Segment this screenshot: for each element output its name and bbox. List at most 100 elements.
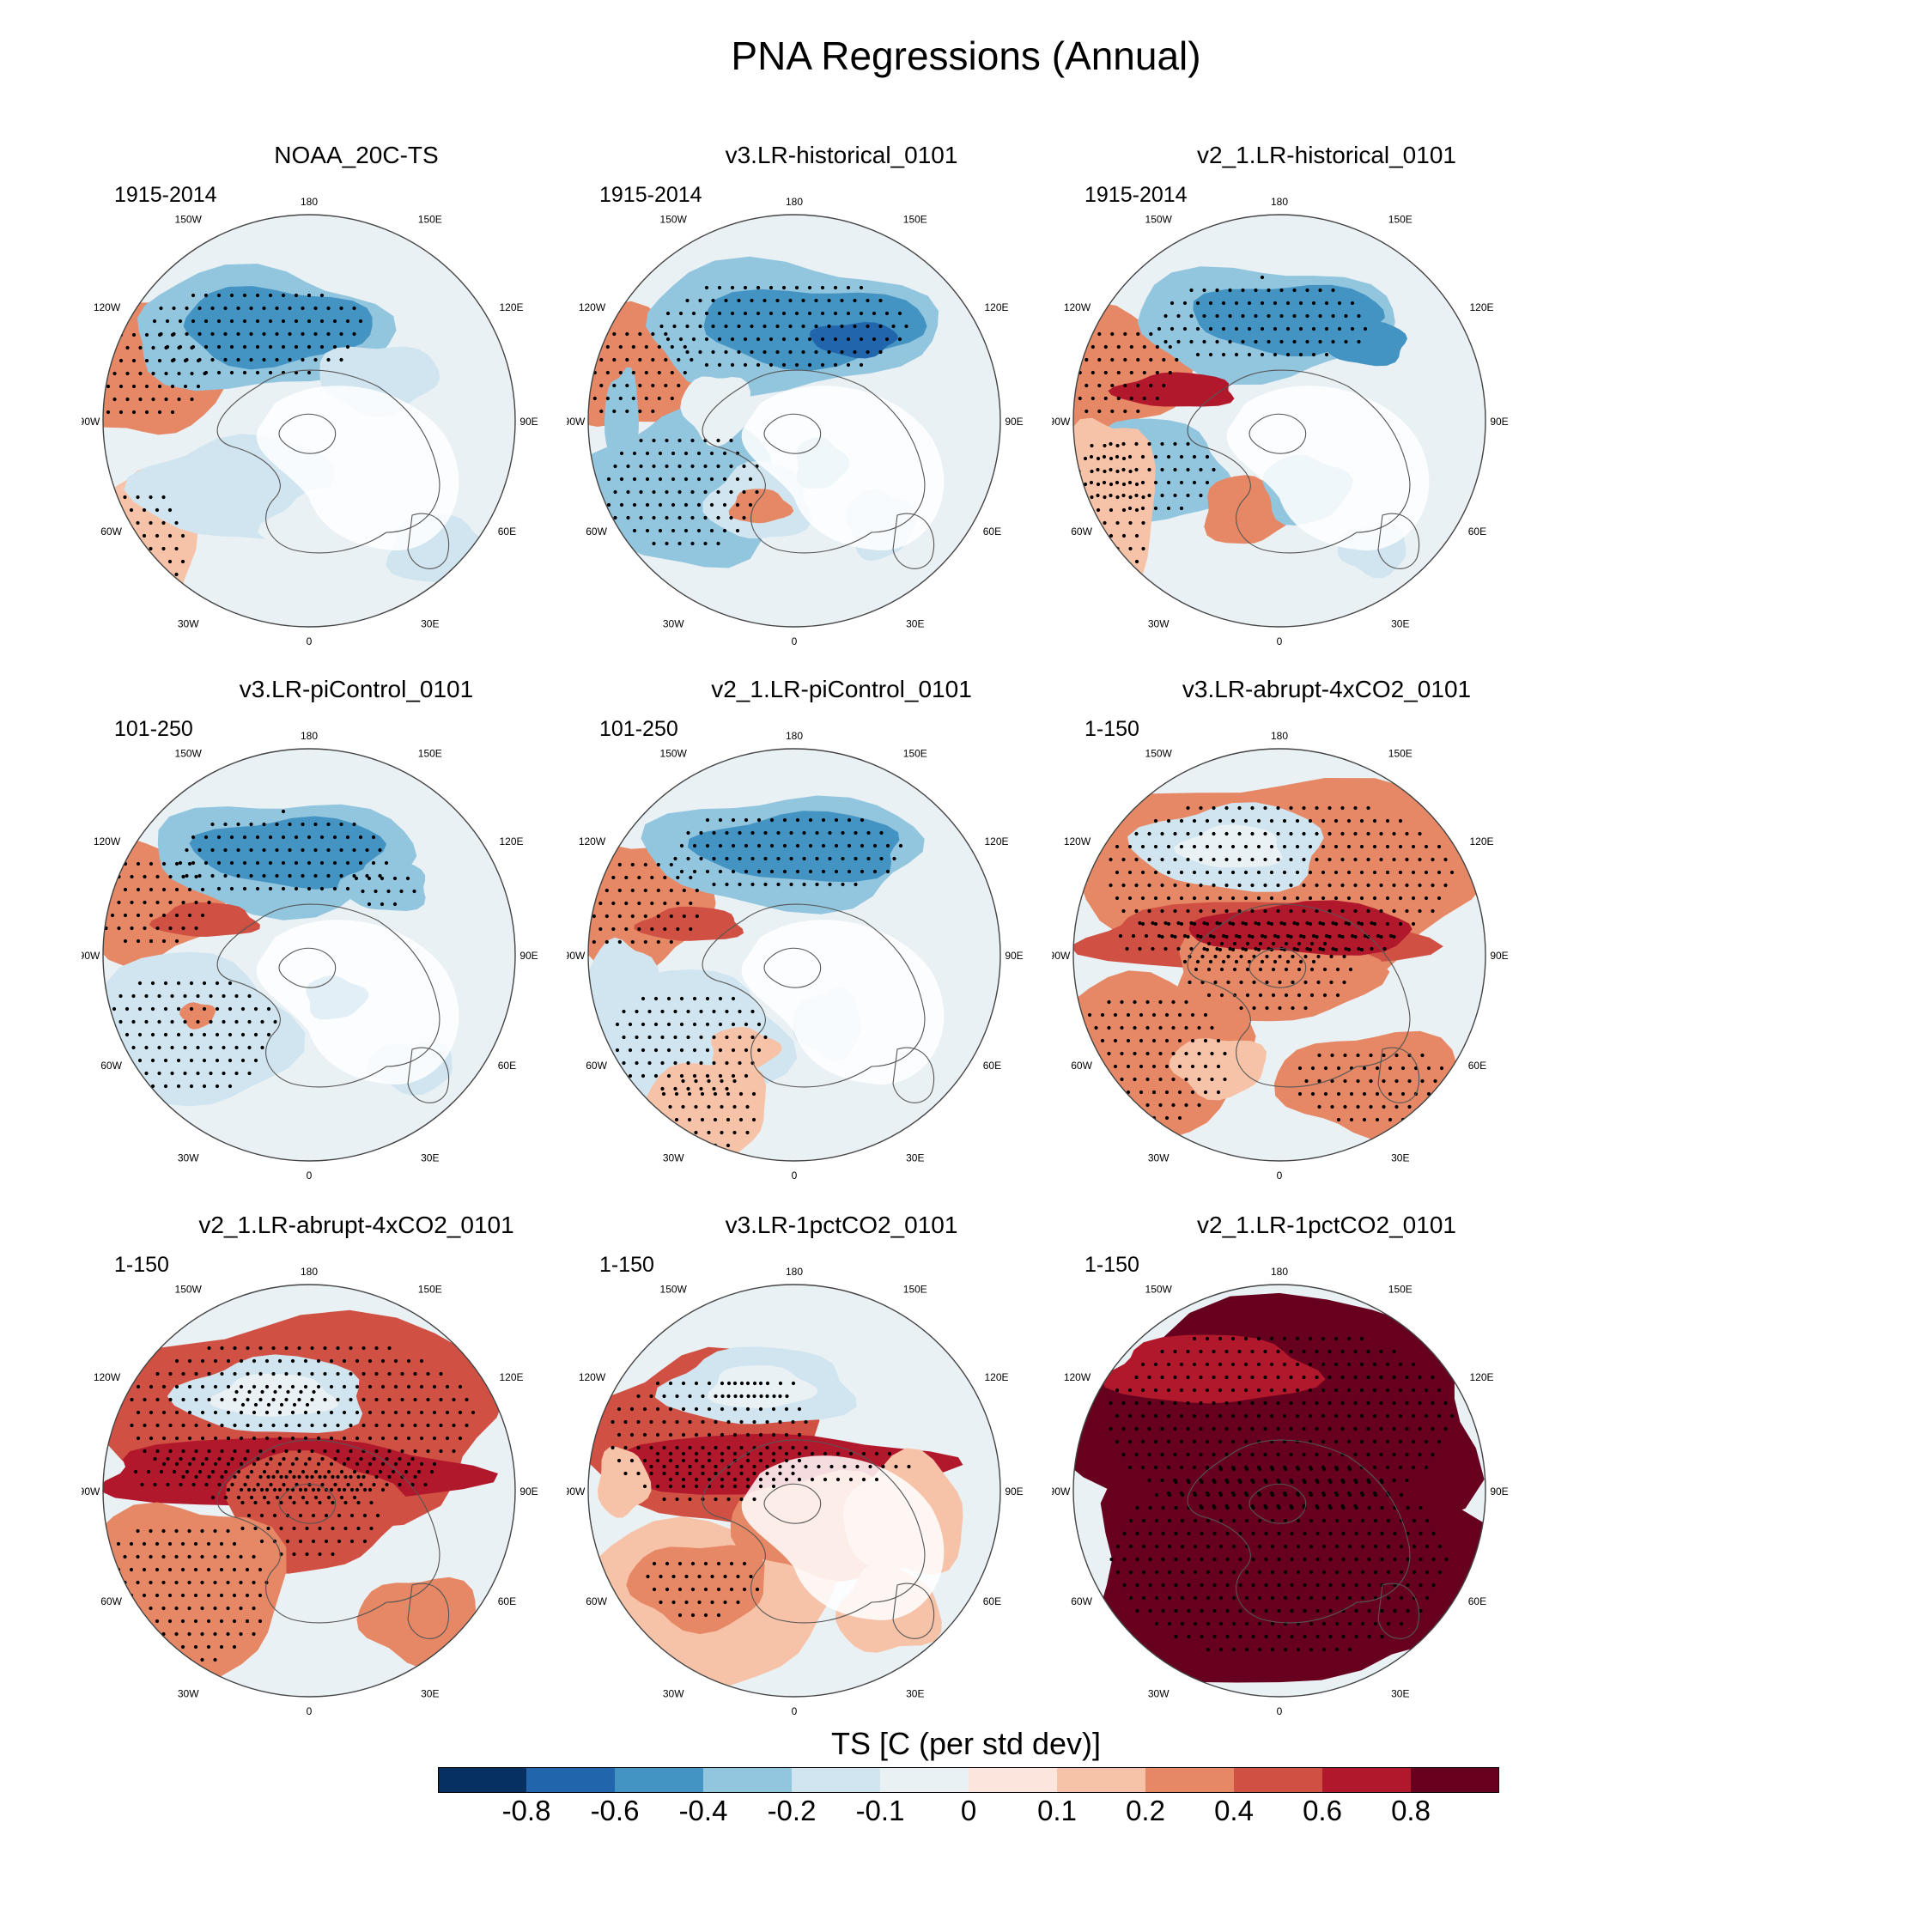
significance-dot: [655, 1381, 660, 1386]
significance-dot: [262, 848, 266, 853]
significance-dot: [1161, 1608, 1165, 1613]
significance-dot: [240, 1006, 246, 1012]
significance-dot: [1186, 1426, 1190, 1431]
significance-dot: [675, 1497, 679, 1502]
significance-dot: [1388, 1117, 1393, 1122]
significance-dot: [1360, 1544, 1365, 1549]
significance-dot: [110, 495, 114, 500]
significance-dot: [802, 882, 806, 887]
significance-dot: [1270, 1647, 1275, 1652]
significance-dot: [1237, 805, 1242, 811]
significance-dot: [710, 1600, 714, 1605]
significance-dot: [1166, 480, 1171, 485]
significance-dot: [150, 1006, 155, 1012]
significance-dot: [1066, 371, 1069, 374]
significance-dot: [253, 1402, 258, 1407]
significance-dot: [262, 873, 266, 878]
significance-dot: [385, 1456, 389, 1461]
significance-dot: [406, 1436, 411, 1441]
significance-dot: [167, 507, 173, 513]
significance-dot: [1133, 1103, 1137, 1108]
significance-dot: [349, 1423, 353, 1428]
significance-dot: [732, 1451, 738, 1456]
significance-dot: [180, 1644, 185, 1649]
significance-dot: [815, 882, 819, 887]
significance-dot: [606, 502, 611, 507]
significance-dot: [1081, 1077, 1085, 1082]
significance-dot: [1237, 908, 1242, 914]
significance-dot: [1437, 844, 1442, 849]
significance-dot: [732, 1406, 738, 1412]
significance-dot: [1405, 831, 1409, 836]
significance-dot: [1147, 1375, 1151, 1380]
longitude-label: 0: [1277, 1170, 1283, 1182]
significance-dot: [676, 901, 680, 906]
longitude-label: 60W: [1071, 1060, 1092, 1072]
significance-dot: [187, 1606, 191, 1611]
significance-dot: [1145, 1051, 1150, 1056]
significance-dot: [676, 875, 680, 880]
coastline: [1187, 1439, 1411, 1624]
significance-dot: [252, 1461, 257, 1467]
significance-dot: [176, 981, 181, 986]
significance-dot: [681, 1406, 686, 1412]
significance-dot: [191, 344, 196, 349]
significance-dot: [1276, 1452, 1280, 1457]
significance-dot: [294, 835, 299, 840]
significance-dot: [1244, 1570, 1249, 1575]
significance-dot: [1412, 1518, 1417, 1523]
significance-dot: [303, 1384, 308, 1389]
significance-dot: [1420, 1053, 1425, 1058]
significance-dot: [1166, 818, 1171, 823]
significance-dot: [207, 1449, 211, 1454]
significance-dot: [1200, 1531, 1204, 1536]
significance-dot: [771, 1484, 776, 1489]
significance-dot: [1138, 946, 1142, 951]
significance-dot: [1109, 1400, 1113, 1406]
significance-dot: [342, 1461, 347, 1467]
significance-dot: [1197, 1103, 1201, 1108]
significance-dot: [1360, 1492, 1365, 1498]
significance-dot: [1174, 1505, 1178, 1510]
significance-dot: [303, 1410, 308, 1415]
significance-dot: [326, 357, 331, 362]
significance-dot: [187, 1410, 192, 1415]
significance-dot: [1359, 1336, 1364, 1341]
significance-dot: [1278, 1005, 1282, 1011]
significance-dot: [1218, 1544, 1224, 1549]
significance-dot: [282, 1456, 286, 1461]
significance-dot: [1141, 1570, 1146, 1575]
significance-dot: [1388, 1066, 1393, 1071]
significance-dot: [196, 1019, 200, 1024]
significance-dot: [1359, 947, 1364, 952]
significance-dot: [1285, 959, 1291, 964]
significance-dot: [1158, 999, 1163, 1005]
significance-dot: [1349, 1117, 1354, 1122]
significance-dot: [157, 993, 161, 999]
significance-dot: [191, 1482, 196, 1487]
significance-dot: [1379, 1400, 1383, 1406]
colorbar-tick-label: -0.2: [767, 1795, 817, 1826]
significance-dot: [1341, 1479, 1346, 1485]
significance-dot: [802, 856, 806, 861]
significance-dot: [1212, 1400, 1216, 1406]
significance-dot: [275, 306, 279, 311]
significance-dot: [255, 370, 260, 375]
significance-dot: [726, 1143, 731, 1148]
significance-dot: [1385, 1413, 1390, 1419]
significance-dot: [628, 1022, 633, 1027]
polar-map: 180150E120E90E60E30E030W60W90W120W150W: [567, 1266, 1024, 1717]
significance-dot: [1297, 967, 1302, 972]
significance-dot: [1212, 1426, 1216, 1431]
significance-dot: [191, 1456, 196, 1461]
significance-dot: [1353, 1349, 1358, 1354]
significance-dot: [103, 1567, 108, 1572]
significance-dot: [681, 1432, 686, 1437]
significance-dot: [345, 886, 350, 891]
significance-dot: [1295, 921, 1300, 927]
map-border: [102, 748, 516, 1162]
significance-dot: [253, 1058, 258, 1063]
significance-dot: [771, 1432, 776, 1437]
significance-dot: [131, 1045, 136, 1050]
significance-dot: [1192, 1465, 1197, 1470]
